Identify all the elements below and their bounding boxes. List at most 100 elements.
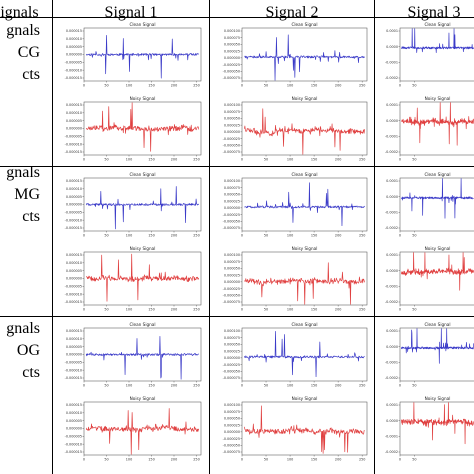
- row-label-emg: gnals MG cts: [0, 162, 40, 228]
- chart-svg: Noisy Signal 0.000100 0.000075 0.000050 0.00…: [223, 246, 368, 312]
- x-tick-label: 200: [335, 458, 341, 462]
- row-label-line: cts: [22, 208, 40, 225]
- y-tick-label: -0.000015: [65, 76, 82, 80]
- y-tick-label: 0.000075: [224, 260, 240, 264]
- y-tick-label: -0.000075: [223, 450, 240, 454]
- y-tick-label: -0.000010: [65, 142, 82, 146]
- y-tick-label: 0.000015: [66, 253, 82, 257]
- y-tick-label: 0.0000: [386, 119, 398, 123]
- y-tick-label: 0.000000: [224, 206, 240, 210]
- chart-title: Noisy Signal: [425, 246, 451, 251]
- x-tick-label: 100: [126, 158, 132, 162]
- x-tick-label: 150: [148, 384, 154, 388]
- y-tick-label: -0.000025: [223, 137, 240, 141]
- y-tick-label: 0.000100: [224, 179, 240, 183]
- chart-title: Noisy Signal: [130, 96, 156, 101]
- y-tick-label: 0.0000: [386, 269, 398, 273]
- y-tick-label: -0.000010: [65, 292, 82, 296]
- row-label-line: cts: [22, 364, 40, 381]
- y-tick-label: 0.000100: [224, 29, 240, 33]
- y-tick-label: 0.0000: [386, 195, 398, 199]
- y-tick-label: -0.000075: [223, 76, 240, 80]
- x-tick-label: 100: [287, 458, 293, 462]
- x-tick-label: 0: [83, 158, 85, 162]
- y-tick-label: -0.000015: [65, 450, 82, 454]
- x-tick-label: 150: [311, 308, 317, 312]
- row-label-line: cts: [22, 66, 40, 83]
- chart-svg: Clean Signal 0.000015 0.000010 0.000005 0.00…: [65, 172, 202, 238]
- chart-svg: Clean Signal 0.000015 0.000010 0.000005 0.00…: [65, 322, 202, 388]
- plot-r1c1-clean: Clean Signal 0.000015 0.000010 0.000005 0.00…: [56, 20, 204, 90]
- y-tick-label: 0.000075: [224, 110, 240, 114]
- y-tick-label: -0.000025: [223, 63, 240, 67]
- x-tick-label: 0: [83, 458, 85, 462]
- y-tick-label: -0.0002: [385, 376, 398, 380]
- y-tick-label: -0.0002: [385, 300, 398, 304]
- x-tick-label: 0: [83, 384, 85, 388]
- chart-title: Clean Signal: [129, 172, 155, 177]
- chart-title: Clean Signal: [424, 22, 450, 27]
- plot-r1c2-noisy: Noisy Signal 0.000100 0.000075 0.000050 0.00…: [214, 94, 370, 164]
- y-tick-label: 0.000025: [224, 199, 240, 203]
- y-tick-label: 0.0001: [386, 253, 398, 257]
- row-label-ecg: gnals CG cts: [0, 20, 40, 86]
- y-tick-label: -0.000050: [223, 293, 240, 297]
- x-tick-label: 250: [193, 234, 199, 238]
- x-tick-label: 50: [264, 384, 268, 388]
- y-tick-label: -0.000050: [223, 219, 240, 223]
- x-tick-label: 0: [241, 308, 243, 312]
- y-tick-label: -0.0001: [385, 435, 398, 439]
- x-tick-label: 100: [126, 234, 132, 238]
- x-tick-label: 250: [359, 384, 365, 388]
- x-tick-label: 250: [359, 308, 365, 312]
- chart-title: Noisy Signal: [292, 396, 318, 401]
- plot-area-frame: [241, 101, 368, 156]
- plot-area-frame: [399, 251, 474, 306]
- x-tick-label: 50: [104, 84, 108, 88]
- header-signal-2: Signal 2: [265, 4, 319, 21]
- x-tick-label: 100: [126, 384, 132, 388]
- y-tick-label: 0.0001: [386, 179, 398, 183]
- y-tick-label: -0.0001: [385, 61, 398, 65]
- x-tick-label: 200: [335, 234, 341, 238]
- y-tick-label: 0.000000: [224, 56, 240, 60]
- series-line: [85, 35, 199, 79]
- x-tick-label: 0: [83, 308, 85, 312]
- x-tick-label: 250: [359, 234, 365, 238]
- y-tick-label: -0.0001: [385, 361, 398, 365]
- series-line: [244, 331, 365, 378]
- y-tick-label: 0.000050: [224, 267, 240, 271]
- series-line: [244, 34, 365, 81]
- x-tick-label: 200: [171, 384, 177, 388]
- y-tick-label: 0.000005: [66, 269, 82, 273]
- y-tick-label: 0.000000: [66, 53, 82, 57]
- y-tick-label: 0.000000: [66, 203, 82, 207]
- y-tick-label: 0.0001: [386, 29, 398, 33]
- plot-area-frame: [399, 401, 474, 456]
- x-tick-label: 150: [148, 84, 154, 88]
- y-tick-label: -0.0001: [385, 211, 398, 215]
- plot-area-frame: [241, 401, 368, 456]
- grid-vline: [209, 0, 210, 474]
- row-label-line: gnals: [6, 164, 40, 181]
- y-tick-label: 0.000025: [224, 349, 240, 353]
- y-tick-label: 0.000015: [66, 403, 82, 407]
- grid-hline: [0, 166, 474, 167]
- chart-title: Clean Signal: [291, 22, 317, 27]
- x-tick-label: 200: [171, 308, 177, 312]
- row-label-line: gnals: [6, 320, 40, 337]
- x-tick-label: 100: [287, 384, 293, 388]
- y-tick-label: 0.000015: [66, 29, 82, 33]
- y-tick-label: 0.000000: [224, 356, 240, 360]
- y-tick-label: 0.000005: [66, 419, 82, 423]
- x-tick-label: 0: [399, 458, 401, 462]
- y-tick-label: 0.0000: [386, 345, 398, 349]
- y-tick-label: -0.0001: [385, 135, 398, 139]
- y-tick-label: 0.000005: [66, 195, 82, 199]
- y-tick-label: 0.000010: [66, 37, 82, 41]
- series-line: [401, 178, 474, 219]
- y-tick-label: 0.000010: [66, 411, 82, 415]
- plot-r3c3-clean: Clean Signal 0.0001 0.0000 -0.0001 -0.0002 0 5…: [378, 320, 474, 390]
- chart-title: Noisy Signal: [130, 246, 156, 251]
